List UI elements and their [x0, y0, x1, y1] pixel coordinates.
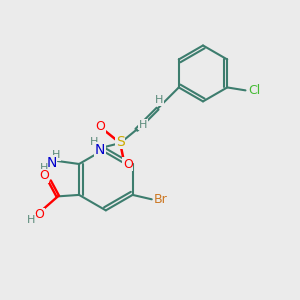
Text: S: S	[116, 135, 124, 148]
Text: H: H	[52, 150, 61, 160]
Text: H: H	[139, 119, 147, 130]
Text: O: O	[123, 158, 133, 171]
Text: H: H	[155, 95, 163, 105]
Text: O: O	[34, 208, 44, 221]
Text: O: O	[95, 120, 105, 133]
Text: H: H	[40, 164, 48, 173]
Text: Cl: Cl	[248, 84, 260, 97]
Text: H: H	[89, 137, 98, 148]
Text: H: H	[27, 215, 35, 225]
Text: Br: Br	[154, 193, 167, 206]
Text: O: O	[39, 169, 49, 182]
Text: N: N	[46, 155, 57, 170]
Text: N: N	[95, 142, 105, 157]
